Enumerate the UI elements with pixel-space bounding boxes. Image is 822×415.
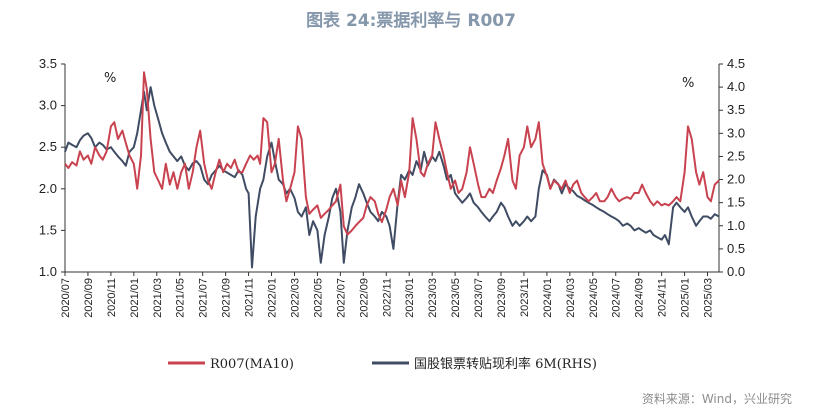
left-axis-tick-label: 3.5	[39, 56, 57, 71]
x-axis-tick-label: 2021/05	[175, 278, 187, 318]
legend-label-1: R007(MA10)	[210, 357, 294, 372]
series-line-1	[64, 71, 720, 236]
x-axis-tick-label: 2020/07	[60, 278, 72, 318]
right-axis-tick-label: 2.0	[727, 172, 745, 187]
x-axis-tick-label: 2024/03	[565, 278, 577, 318]
x-axis-tick-label: 2023/01	[404, 278, 416, 318]
x-axis-tick-label: 2025/03	[703, 278, 715, 318]
right-axis-tick-label: 4.5	[727, 56, 745, 71]
x-axis-tick-label: 2023/11	[519, 278, 531, 317]
chart-title: 图表 24:票据利率与 R007	[306, 11, 516, 31]
x-axis-tick-label: 2022/05	[312, 278, 324, 318]
left-axis-tick-label: 2.5	[39, 139, 57, 154]
source-note: 资料来源：Wind，兴业研究	[641, 392, 792, 406]
x-axis-tick-label: 2024/09	[634, 278, 646, 318]
series-line-2	[64, 86, 720, 269]
chart-axes: 1.0 1.5 2.0 2.5 3.0 3.5 0.0 0.5 1.0 1.5 2.0 2.5 3.0 3…	[39, 56, 745, 318]
right-axis-tick-label: 4.0	[727, 79, 745, 94]
x-axis-tick-label: 2021/01	[129, 278, 141, 318]
x-axis-tick-label: 2021/11	[244, 278, 256, 317]
right-axis-tick-label: 3.5	[727, 102, 745, 117]
x-axis-tick-label: 2022/03	[289, 278, 301, 318]
legend-label-2: 国股银票转贴现利率 6M(RHS)	[414, 356, 597, 372]
x-axis-tick-label: 2022/07	[335, 278, 347, 318]
x-axis-tick-label: 2023/09	[496, 278, 508, 318]
chart-legend: R007(MA10) 国股银票转贴现利率 6M(RHS)	[168, 356, 597, 372]
x-axis-tick-label: 2021/03	[152, 278, 164, 318]
right-axis-tick-label: 1.5	[727, 195, 745, 210]
x-axis-tick-label: 2024/05	[588, 278, 600, 318]
x-axis-tick-label: 2023/07	[473, 278, 485, 318]
x-axis-tick-label: 2022/01	[267, 278, 279, 318]
x-axis-tick-label: 2024/11	[657, 278, 669, 317]
x-axis-tick-label: 2021/09	[221, 278, 233, 318]
right-axis-tick-label: 3.0	[727, 125, 745, 140]
right-axis-tick-label: 2.5	[727, 148, 745, 163]
x-axis-tick-label: 2020/09	[83, 278, 95, 318]
x-axis-tick-label: 2021/07	[198, 278, 210, 318]
left-axis-tick-label: 3.0	[39, 98, 57, 113]
right-axis-tick-label: 1.0	[727, 218, 745, 233]
x-axis-tick-label: 2023/03	[427, 278, 439, 318]
left-axis-tick-label: 2.0	[39, 181, 57, 196]
right-axis-unit: %	[682, 76, 694, 91]
x-axis-tick-label: 2025/01	[680, 278, 692, 318]
right-axis-tick-label: 0.5	[727, 241, 745, 256]
x-axis-tick-label: 2022/09	[358, 278, 370, 318]
x-axis-tick-label: 2020/11	[106, 278, 118, 317]
x-axis-tick-label: 2022/11	[381, 278, 393, 317]
x-axis-tick-label: 2023/05	[450, 278, 462, 318]
x-axis-tick-label: 2024/07	[611, 278, 623, 318]
x-axis-tick-label: 2024/01	[542, 278, 554, 318]
chart-series-lines	[64, 71, 720, 269]
left-axis-tick-label: 1.5	[39, 222, 57, 237]
left-axis-tick-label: 1.0	[39, 264, 57, 279]
left-axis-unit: %	[104, 71, 116, 86]
right-axis-tick-label: 0.0	[727, 264, 745, 279]
